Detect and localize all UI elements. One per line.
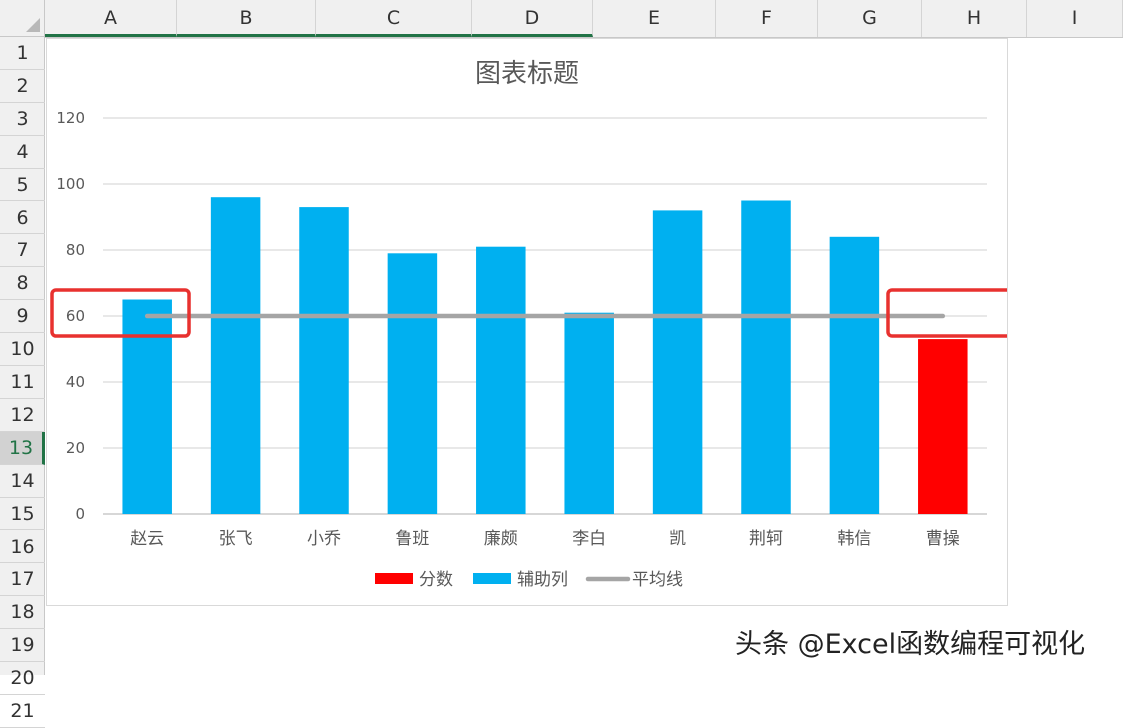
row-header-15[interactable]: 15 [0, 498, 45, 531]
row-header-11[interactable]: 11 [0, 366, 45, 399]
column-header-a[interactable]: A [45, 0, 177, 37]
legend-swatch-1 [375, 573, 413, 584]
y-tick-label-80: 80 [66, 241, 85, 259]
bar-helper-1[interactable] [122, 299, 172, 515]
y-tick-label-60: 60 [66, 307, 85, 325]
x-category-label-4: 鲁班 [395, 529, 429, 549]
x-category-label-9: 韩信 [837, 529, 871, 549]
chart-title[interactable]: 图表标题 [475, 59, 579, 89]
y-tick-label-100: 100 [56, 175, 85, 193]
highlight-box-1 [50, 288, 191, 338]
row-header-20[interactable]: 20 [0, 662, 45, 695]
row-header-19[interactable]: 19 [0, 629, 45, 663]
bar-helper-5[interactable] [476, 246, 526, 514]
x-category-label-7: 凯 [669, 529, 686, 549]
row-header-6[interactable]: 6 [0, 202, 45, 235]
x-category-label-8: 荆轲 [749, 529, 783, 549]
bar-helper-6[interactable] [564, 312, 614, 514]
bar-helper-8[interactable] [741, 200, 791, 515]
row-header-5[interactable]: 5 [0, 169, 45, 202]
x-category-label-10: 曹操 [926, 529, 960, 549]
column-header-g[interactable]: G [818, 0, 922, 37]
column-header-bar [0, 0, 1123, 38]
legend-swatch-2 [473, 573, 511, 584]
bar-helper-3[interactable] [299, 207, 349, 514]
row-header-4[interactable]: 4 [0, 136, 45, 169]
row-header-10[interactable]: 10 [0, 333, 45, 366]
row-header-2[interactable]: 2 [0, 70, 45, 103]
row-header-14[interactable]: 14 [0, 465, 45, 498]
x-category-label-1: 赵云 [130, 529, 164, 549]
x-category-label-2: 张飞 [219, 529, 253, 549]
legend-label-3[interactable]: 平均线 [632, 570, 683, 590]
column-header-c[interactable]: C [316, 0, 472, 37]
column-header-b[interactable]: B [177, 0, 316, 37]
column-header-e[interactable]: E [593, 0, 716, 37]
column-header-h[interactable]: H [922, 0, 1027, 37]
row-header-1[interactable]: 1 [0, 37, 45, 70]
row-header-12[interactable]: 12 [0, 399, 45, 432]
bar-helper-9[interactable] [829, 236, 880, 515]
highlight-box-2 [886, 288, 1041, 338]
chart-svg: 图表标题 0 20 40 60 80 100 120 赵云 张飞 小乔 鲁班 廉颇 李白 凯 荆轲 韩信 曹操… [50, 59, 1041, 590]
select-all-triangle-icon [26, 18, 40, 32]
bar-score-10[interactable] [918, 339, 968, 514]
y-tick-label-120: 120 [56, 109, 85, 127]
legend-label-1[interactable]: 分数 [419, 570, 453, 590]
x-category-label-5: 廉颇 [484, 529, 518, 549]
bar-helper-7[interactable] [652, 210, 703, 514]
x-category-label-6: 李白 [572, 529, 606, 549]
row-header-9[interactable]: 9 [0, 300, 45, 334]
y-tick-label-0: 0 [75, 505, 85, 523]
y-tick-label-20: 20 [66, 439, 85, 457]
row-header-21[interactable]: 21 [0, 695, 45, 728]
chart-area[interactable]: 图表标题 0 20 40 60 80 100 120 赵云 张飞 小乔 鲁班 廉颇 李白 凯 荆轲 韩信 曹操… [46, 38, 1041, 606]
column-header-d[interactable]: D [472, 0, 593, 37]
row-header-16[interactable]: 16 [0, 531, 45, 564]
column-header-f[interactable]: F [716, 0, 818, 37]
row-header-8[interactable]: 8 [0, 267, 45, 301]
row-header-7[interactable]: 7 [0, 234, 45, 268]
x-category-label-3: 小乔 [307, 529, 341, 549]
select-all-corner[interactable] [0, 0, 45, 37]
y-tick-label-40: 40 [66, 373, 85, 391]
column-header-i[interactable]: I [1027, 0, 1123, 37]
row-header-bar [0, 37, 45, 675]
row-header-13[interactable]: 13 [0, 431, 45, 465]
bar-helper-4[interactable] [387, 253, 438, 515]
row-header-18[interactable]: 18 [0, 596, 45, 630]
legend-label-2[interactable]: 辅助列 [517, 570, 568, 590]
row-header-3[interactable]: 3 [0, 103, 45, 136]
row-header-17[interactable]: 17 [0, 563, 45, 597]
bar-helper-2[interactable] [210, 197, 261, 514]
watermark-text: 头条 @Excel函数编程可视化 [735, 629, 1086, 660]
